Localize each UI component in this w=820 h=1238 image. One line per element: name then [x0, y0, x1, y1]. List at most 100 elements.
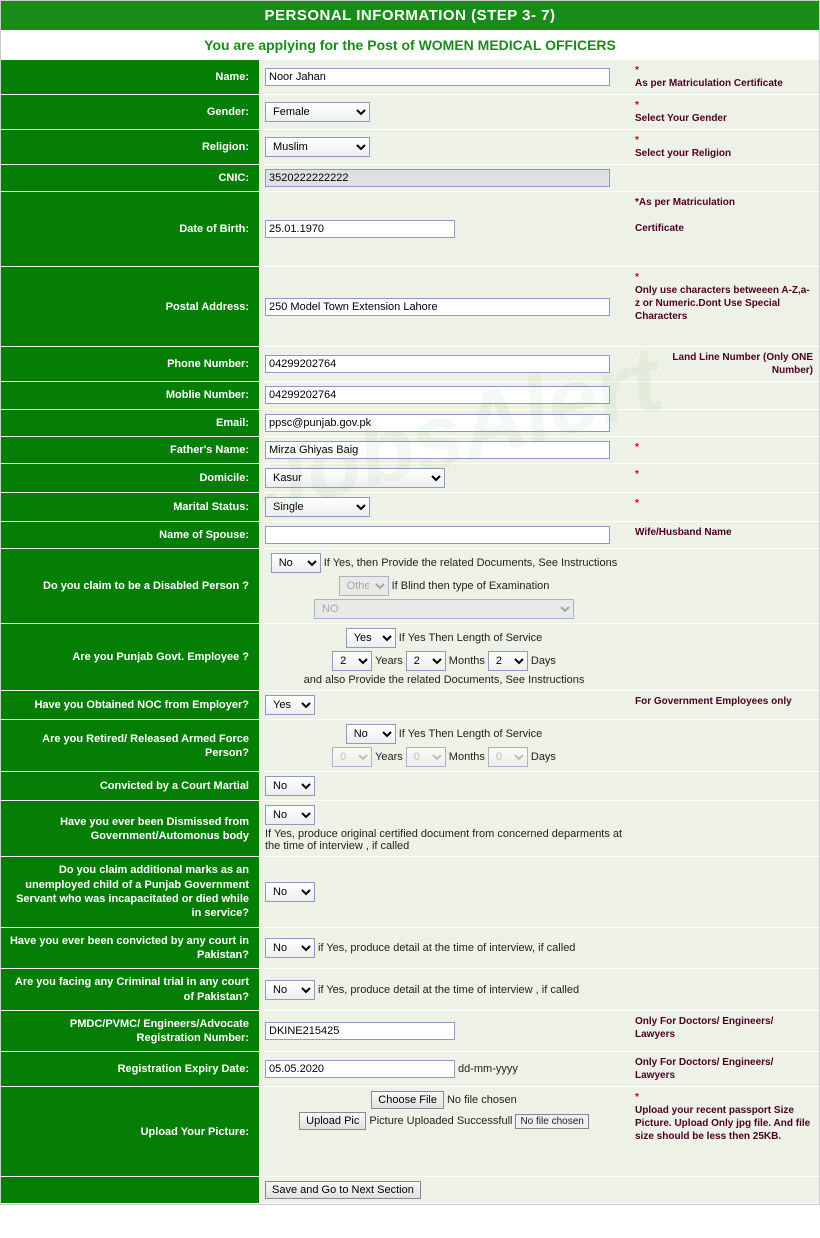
label-marital: Marital Status:	[1, 493, 259, 521]
label-dob: Date of Birth:	[1, 192, 259, 266]
label-phone: Phone Number:	[1, 347, 259, 381]
req-postal: *	[635, 272, 639, 283]
note-name: As per Matriculation Certificate	[635, 78, 783, 89]
label-childmarks: Do you claim additional marks as an unem…	[1, 857, 259, 926]
page-subheader: You are applying for the Post of WOMEN M…	[1, 30, 819, 60]
label-disabled: Do you claim to be a Disabled Person ?	[1, 549, 259, 623]
select-religion[interactable]: Muslim	[265, 137, 370, 157]
select-childmarks[interactable]: No	[265, 882, 315, 902]
input-dob[interactable]	[265, 220, 455, 238]
input-phone[interactable]	[265, 355, 610, 373]
page-header: PERSONAL INFORMATION (STEP 3- 7)	[1, 1, 819, 30]
label-email: Email:	[1, 410, 259, 436]
input-email[interactable]	[265, 414, 610, 432]
input-father[interactable]	[265, 441, 610, 459]
label-noc: Have you Obtained NOC from Employer?	[1, 691, 259, 719]
input-cnic	[265, 169, 610, 187]
label-years: Years	[375, 655, 403, 667]
select-convicted[interactable]: No	[265, 938, 315, 958]
text-criminal: if Yes, produce detail at the time of in…	[318, 984, 579, 996]
text-disabled-2: If Blind then type of Examination	[392, 580, 550, 592]
req-religion: *	[635, 135, 639, 146]
select-martial[interactable]: No	[265, 776, 315, 796]
label-dismissed: Have you ever been Dismissed from Govern…	[1, 801, 259, 856]
select-retired[interactable]: No	[346, 724, 396, 744]
button-upload-pic[interactable]: Upload Pic	[299, 1112, 366, 1130]
button-save-next[interactable]: Save and Go to Next Section	[265, 1181, 421, 1199]
select-disabled-type: Others	[339, 576, 389, 596]
label-days: Days	[531, 655, 556, 667]
input-mobile[interactable]	[265, 386, 610, 404]
text-nofile: No file chosen	[447, 1094, 517, 1106]
select-punjab-months[interactable]: 2	[406, 651, 446, 671]
label-religion: Religion:	[1, 130, 259, 164]
label-cnic: CNIC:	[1, 165, 259, 191]
label-domicile: Domicile:	[1, 464, 259, 492]
text-upload-status: Picture Uploaded Successfull	[369, 1115, 512, 1127]
select-disabled-exam: NO	[314, 599, 574, 619]
text-punjab-2: and also Provide the related Documents, …	[304, 674, 585, 686]
note-regexp: Only For Doctors/ Engineers/ Lawyers	[635, 1057, 773, 1081]
label-father: Father's Name:	[1, 437, 259, 463]
select-retired-months: 0	[406, 747, 446, 767]
label-regexp: Registration Expiry Date:	[1, 1052, 259, 1086]
select-dismissed[interactable]: No	[265, 805, 315, 825]
select-punjab-days[interactable]: 2	[488, 651, 528, 671]
select-noc[interactable]: Yes	[265, 695, 315, 715]
label-ret-months: Months	[449, 751, 485, 763]
label-convicted: Have you ever been convicted by any cour…	[1, 928, 259, 969]
label-spouse: Name of Spouse:	[1, 522, 259, 548]
input-spouse[interactable]	[265, 526, 610, 544]
label-ret-days: Days	[531, 751, 556, 763]
text-convicted: if Yes, produce detail at the time of in…	[318, 942, 575, 954]
label-postal: Postal Address:	[1, 267, 259, 346]
note-dob2: Certificate	[635, 223, 684, 234]
req-picture: *	[635, 1092, 639, 1103]
label-name: Name:	[1, 60, 259, 94]
note-dob1: *As per Matriculation	[635, 197, 735, 208]
req-marital: *	[635, 498, 639, 509]
select-retired-days: 0	[488, 747, 528, 767]
select-marital[interactable]: Single	[265, 497, 370, 517]
label-ret-years: Years	[375, 751, 403, 763]
label-save-empty	[1, 1177, 259, 1203]
note-noc: For Government Employees only	[635, 696, 792, 707]
label-criminal: Are you facing any Criminal trial in any…	[1, 969, 259, 1010]
text-dismissed: If Yes, produce original certified docum…	[265, 828, 623, 852]
button-choose-file[interactable]: Choose File	[371, 1091, 444, 1109]
note-postal: Only use characters betweeen A-Z,a-z or …	[635, 285, 810, 322]
text-retired-1: If Yes Then Length of Service	[399, 728, 543, 740]
label-regnum: PMDC/PVMC/ Engineers/Advocate Registrati…	[1, 1011, 259, 1052]
label-picture: Upload Your Picture:	[1, 1087, 259, 1176]
select-criminal[interactable]: No	[265, 980, 315, 1000]
label-retired: Are you Retired/ Released Armed Force Pe…	[1, 720, 259, 771]
req-name: *	[635, 65, 639, 76]
select-retired-years: 0	[332, 747, 372, 767]
req-father: *	[635, 442, 639, 453]
select-domicile[interactable]: Kasur	[265, 468, 445, 488]
note-gender: Select Your Gender	[635, 113, 727, 124]
note-spouse: Wife/Husband Name	[635, 527, 732, 538]
note-regnum: Only For Doctors/ Engineers/ Lawyers	[635, 1016, 773, 1040]
input-postal[interactable]	[265, 298, 610, 316]
input-regexp[interactable]	[265, 1060, 455, 1078]
note-phone: Land Line Number (Only ONE Number)	[672, 352, 813, 376]
text-punjab-1: If Yes Then Length of Service	[399, 632, 543, 644]
note-religion: Select your Religion	[635, 148, 731, 159]
label-punjab-emp: Are you Punjab Govt. Employee ?	[1, 624, 259, 690]
label-gender: Gender:	[1, 95, 259, 129]
select-disabled[interactable]: No	[271, 553, 321, 573]
label-martial: Convicted by a Court Martial	[1, 772, 259, 800]
input-name[interactable]	[265, 68, 610, 86]
label-months: Months	[449, 655, 485, 667]
select-gender[interactable]: Female	[265, 102, 370, 122]
req-gender: *	[635, 100, 639, 111]
select-punjab-emp[interactable]: Yes	[346, 628, 396, 648]
label-mobile: Moblie Number:	[1, 382, 259, 408]
note-picture: Upload your recent passport Size Picture…	[635, 1105, 810, 1142]
input-regnum[interactable]	[265, 1022, 455, 1040]
tooltip-nofile: No file chosen	[515, 1114, 588, 1129]
text-regexp-suffix: dd-mm-yyyy	[458, 1063, 518, 1075]
text-disabled-1: If Yes, then Provide the related Documen…	[324, 557, 618, 569]
select-punjab-years[interactable]: 2	[332, 651, 372, 671]
